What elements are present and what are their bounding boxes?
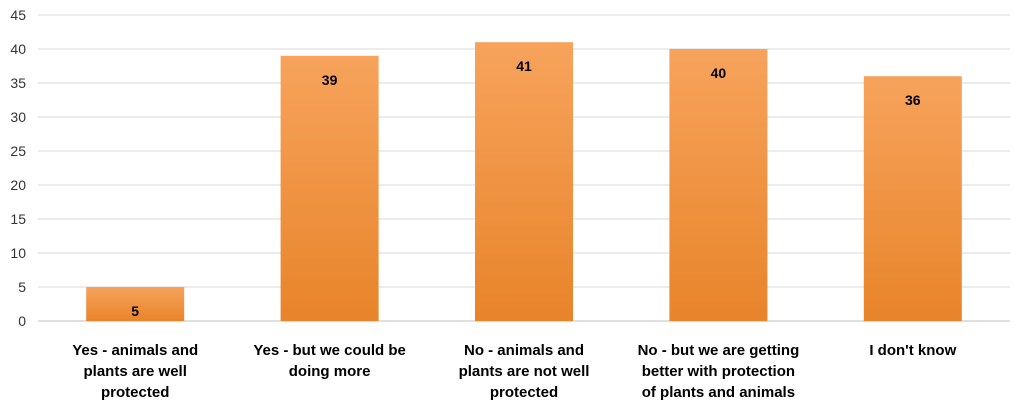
bar-value-label: 36 [905,92,921,108]
y-axis-ticks: 0 5 10 15 20 25 30 35 40 45 [10,7,26,329]
bar [475,42,573,321]
y-tick-label: 5 [18,279,26,295]
y-tick-label: 35 [10,75,26,91]
bar [863,76,962,321]
bars [86,42,962,322]
y-tick-label: 10 [10,245,26,261]
x-category-label: Yes - but we could be doing more [253,342,406,380]
bar-value-label: 5 [131,303,139,319]
bar-value-label: 41 [516,58,532,74]
y-tick-label: 40 [10,41,26,57]
bar [280,55,379,322]
x-category-label: I don't know [869,342,956,359]
y-tick-label: 25 [10,143,26,159]
bar [669,49,768,321]
y-tick-label: 30 [10,109,26,125]
x-axis-categories: Yes - animals and plants are well protecte… [72,342,956,401]
bar [86,287,185,321]
y-tick-label: 15 [10,211,26,227]
x-category-label: No - animals and plants are not well prote… [459,342,590,401]
y-tick-label: 20 [10,177,26,193]
y-tick-label: 45 [10,7,26,23]
x-category-label: No - but we are getting better with prote… [638,342,800,401]
data-labels: 5 39 41 40 36 [131,58,920,319]
y-tick-label: 0 [18,313,26,329]
bar-value-label: 39 [322,72,338,88]
x-category-label: Yes - animals and plants are well protecte… [72,342,198,401]
bar-value-label: 40 [711,65,727,81]
